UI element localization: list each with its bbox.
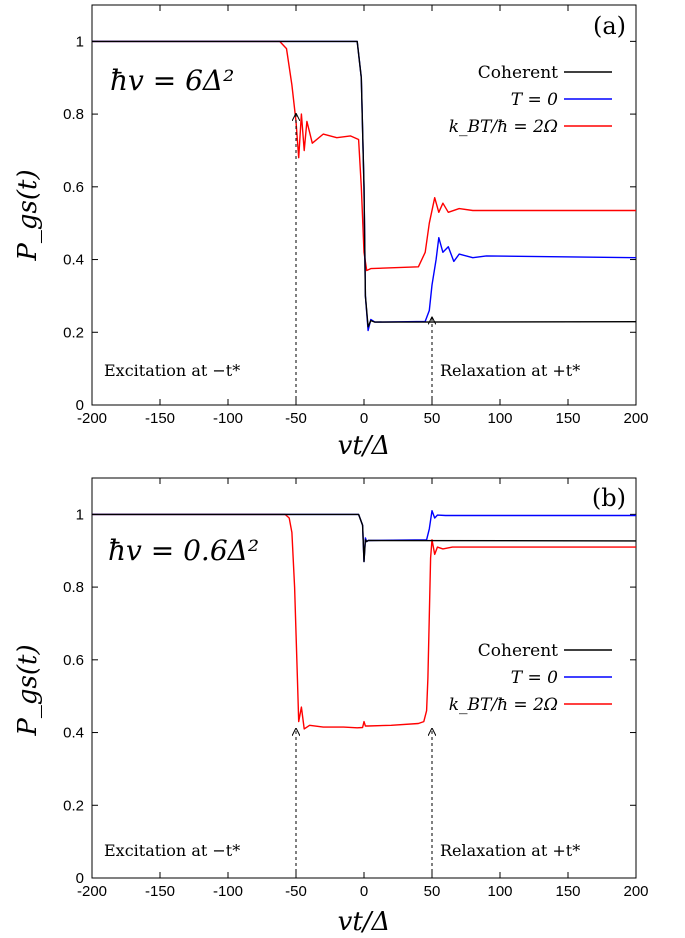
y-tick-label: 0.2	[63, 797, 84, 814]
x-tick-label: -100	[213, 883, 243, 900]
x-tick-label: -100	[213, 410, 243, 427]
y-tick-label: 0.4	[63, 725, 84, 742]
y-tick-label: 1	[76, 506, 84, 523]
annotation-relaxation-b: Relaxation at +t*	[440, 841, 580, 860]
y-tick-label: 0.8	[63, 106, 84, 123]
x-tick-label: 100	[487, 410, 512, 427]
x-ticks-b: -200 -150 -100 -50 0 50 100 150 200	[77, 478, 649, 900]
parameter-a: ħv = 6Δ²	[110, 64, 234, 97]
legend-coherent-a: Coherent	[478, 63, 558, 83]
x-tick-label: -200	[77, 883, 107, 900]
x-tick-label: 200	[623, 883, 648, 900]
series-a	[92, 40, 637, 332]
y-axis-label-b: P_gs(t)	[13, 644, 43, 736]
x-tick-label: -150	[145, 410, 175, 427]
x-tick-label: -50	[285, 883, 307, 900]
annotation-excitation-a: Excitation at −t*	[104, 361, 240, 380]
panel-b: -200 -150 -100 -50 0 50 100 150 200 0 0.2 0.4 0.6 0.…	[13, 477, 649, 937]
x-tick-label: 50	[424, 410, 441, 427]
y-ticks-b: 0 0.2 0.4 0.6 0.8 1	[63, 506, 636, 887]
y-tick-label: 1	[76, 33, 84, 50]
x-axis-label-b: vt/Δ	[338, 907, 391, 937]
legend-coherent-b: Coherent	[478, 641, 558, 661]
series-line-2	[92, 513, 636, 730]
x-tick-label: 200	[623, 410, 648, 427]
x-tick-label: 50	[424, 883, 441, 900]
arrows-a	[296, 114, 432, 405]
series-line-0	[92, 513, 637, 563]
legend-t0-b: T = 0	[511, 668, 558, 688]
y-tick-label: 0.6	[63, 179, 84, 196]
panel-label-b: (b)	[592, 484, 626, 512]
x-tick-label: 150	[555, 410, 580, 427]
legend-thermal-a: k_BT/ħ = 2Ω	[449, 117, 558, 137]
x-tick-label: 100	[487, 883, 512, 900]
x-axis-label-a: vt/Δ	[338, 431, 391, 461]
parameter-b: ħv = 0.6Δ²	[108, 534, 259, 567]
y-tick-label: 0.6	[63, 652, 84, 669]
series-line-2	[92, 40, 636, 272]
y-ticks-a: 0 0.2 0.4 0.6 0.8 1	[63, 33, 636, 414]
x-tick-label: 0	[360, 883, 368, 900]
x-tick-label: -150	[145, 883, 175, 900]
y-tick-label: 0.8	[63, 579, 84, 596]
y-tick-label: 0.2	[63, 324, 84, 341]
x-tick-label: 0	[360, 410, 368, 427]
x-tick-label: 150	[555, 883, 580, 900]
series-b	[92, 510, 637, 730]
legend-t0-a: T = 0	[511, 90, 558, 110]
x-tick-label: -200	[77, 410, 107, 427]
y-axis-label-a: P_gs(t)	[13, 169, 43, 261]
y-tick-label: 0	[76, 397, 84, 414]
annotation-relaxation-a: Relaxation at +t*	[440, 361, 580, 380]
y-tick-label: 0	[76, 870, 84, 887]
x-tick-label: -50	[285, 410, 307, 427]
arrows-b	[296, 729, 432, 878]
panel-a: -200 -150 -100 -50 0 50 100 150 200 0 0.2 0.4 0.6 0.…	[13, 4, 649, 461]
legend-thermal-b: k_BT/ħ = 2Ω	[449, 695, 558, 715]
y-tick-label: 0.4	[63, 252, 84, 269]
annotation-excitation-b: Excitation at −t*	[104, 841, 240, 860]
series-line-0	[92, 40, 637, 328]
panel-label-a: (a)	[593, 12, 626, 40]
